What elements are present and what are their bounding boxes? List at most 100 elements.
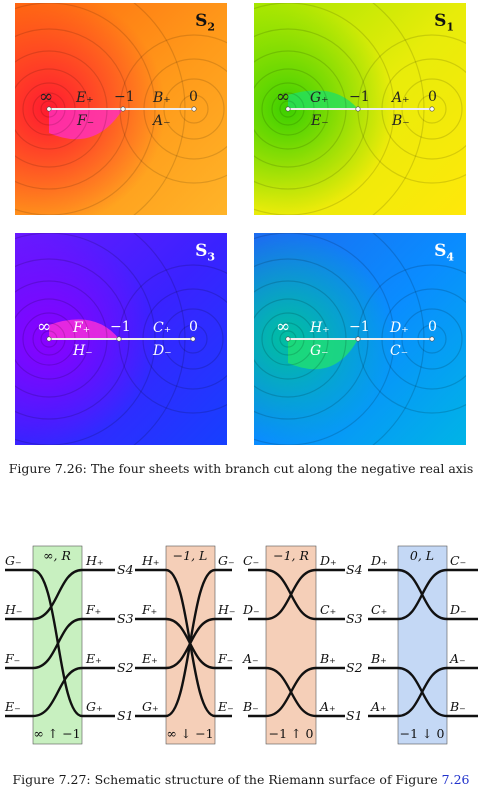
c2-left-2: E₊ [141, 651, 158, 666]
c2-right-2: F₋ [217, 651, 233, 666]
riemann-schematic-diagram: ∞, R ∞ ↑ −1 −1, L ∞ ↓ −1 −1, R −1 ↑ 0 0,… [4, 545, 478, 745]
s3-top-label-1: F₊ [73, 320, 91, 336]
c4-right-0: C₋ [450, 553, 466, 568]
s1-bottom-label-0: E₋ [311, 113, 329, 129]
c3-right-2: B₊ [319, 651, 336, 666]
strand-col3-b [248, 568, 345, 621]
sheet-label-s4-left: S4 [117, 562, 134, 577]
sheet-s2-svg [15, 3, 227, 215]
sheet-s2-plot: S2 ∞ E₊ −1 B₊ 0 F₋ A₋ [15, 3, 227, 215]
sheet-label-s2-right: S2 [346, 660, 363, 675]
strand-col4-d [368, 666, 478, 718]
c3-left-2: A₋ [242, 651, 259, 666]
c4-left-0: D₊ [370, 553, 388, 568]
c1-left-2: F₋ [4, 651, 20, 666]
c3-left-0: C₋ [243, 553, 259, 568]
s2-zero-label: 0 [189, 89, 198, 105]
figure-7-27-caption-text: Figure 7.27: Schematic structure of the … [12, 772, 438, 787]
s2-bottom-label-0: F₋ [77, 113, 95, 129]
s4-minus-one-label: −1 [349, 319, 370, 335]
s2-bottom-label-1: A₋ [153, 113, 171, 129]
band-col3-top: −1, R [273, 548, 309, 563]
c4-left-2: B₊ [370, 651, 387, 666]
s1-bottom-label-1: B₋ [392, 113, 410, 129]
c2-left-0: H₊ [141, 553, 160, 568]
sheet-s3-svg [15, 233, 227, 445]
s1-top-label-1: G₊ [310, 90, 329, 106]
c2-left-1: F₊ [141, 602, 157, 617]
sheet-s3-title: S3 [195, 241, 215, 264]
strand-col1-c [5, 617, 115, 670]
c3-right-3: A₊ [319, 699, 336, 714]
band-col4 [397, 545, 448, 745]
c4-left-3: A₊ [370, 699, 387, 714]
c3-right-1: C₊ [320, 602, 336, 617]
c3-left-1: D₋ [242, 602, 260, 617]
sheet-label-s3-left: S3 [117, 611, 134, 626]
s4-top-label-1: H₊ [310, 320, 330, 336]
c4-left-1: C₊ [371, 602, 387, 617]
sheet-s1-plot: S1 ∞ G₊ −1 A₊ 0 E₋ B₋ [254, 3, 466, 215]
sheet-s4-title: S4 [434, 241, 454, 264]
s4-zero-label: 0 [428, 319, 437, 335]
s1-zero-label: 0 [428, 89, 437, 105]
s3-bottom-label-1: D₋ [153, 343, 172, 359]
c1-right-3: G₊ [86, 699, 103, 714]
band-col2-top: −1, L [173, 548, 208, 563]
c3-left-3: B₋ [242, 699, 259, 714]
sheet-label-s3-right: S3 [346, 611, 363, 626]
s1-minus-one-label: −1 [349, 89, 370, 105]
c4-right-1: D₋ [449, 602, 467, 617]
c2-right-0: G₋ [218, 553, 235, 568]
c4-right-2: A₋ [449, 651, 466, 666]
s3-bottom-label-0: H₋ [73, 343, 93, 359]
band-col4-top: 0, L [410, 548, 434, 563]
s2-top-label-1: E₊ [76, 90, 94, 106]
band-col1-top: ∞, R [43, 548, 71, 563]
sheet-s4-svg [254, 233, 466, 445]
c1-right-1: F₊ [85, 602, 101, 617]
strand-col2-d [135, 568, 232, 718]
s2-minus-one-label: −1 [114, 89, 135, 105]
s3-zero-label: 0 [189, 319, 198, 335]
s4-top-label-3: D₊ [390, 320, 409, 336]
s2-top-label-3: B₊ [153, 90, 171, 106]
sheet-label-s2-left: S2 [117, 660, 134, 675]
sheet-s4-plot: S4 ∞ H₊ −1 D₊ 0 G₋ C₋ [254, 233, 466, 445]
s3-top-label-3: C₊ [153, 320, 172, 336]
sheet-s2-title: S2 [195, 11, 215, 34]
band-col2-bottom: ∞ ↓ −1 [166, 726, 213, 741]
c3-right-0: D₊ [319, 553, 337, 568]
figure-7-27-caption: Figure 7.27: Schematic structure of the … [0, 772, 482, 787]
band-col3 [265, 545, 317, 745]
sheet-s1-title: S1 [434, 11, 454, 34]
sheet-s1-svg [254, 3, 466, 215]
s4-bottom-label-1: C₋ [390, 343, 409, 359]
s3-infinity-label: ∞ [37, 317, 52, 337]
s1-infinity-label: ∞ [276, 87, 291, 107]
c2-left-3: G₊ [142, 699, 159, 714]
c1-left-0: G₋ [5, 553, 22, 568]
c1-left-1: H₋ [4, 602, 23, 617]
band-col1-bottom: ∞ ↑ −1 [33, 726, 80, 741]
c1-left-3: E₋ [4, 699, 21, 714]
c2-right-3: E₋ [217, 699, 234, 714]
c4-right-3: B₋ [449, 699, 466, 714]
sheet-label-s4-right: S4 [346, 562, 363, 577]
c1-right-0: H₊ [85, 553, 104, 568]
c2-right-1: H₋ [217, 602, 236, 617]
band-col3-bottom: −1 ↑ 0 [269, 726, 314, 741]
strand-col1-b [5, 568, 115, 621]
c1-right-2: E₊ [85, 651, 102, 666]
figure-7-26-reference-link[interactable]: 7.26 [441, 772, 470, 787]
s3-minus-one-label: −1 [110, 319, 131, 335]
sheet-label-s1-left: S1 [117, 708, 134, 723]
strand-col4-b [368, 568, 478, 621]
strand-col1-d [5, 666, 115, 718]
figure-7-26-caption: Figure 7.26: The four sheets with branch… [8, 461, 474, 476]
s1-top-label-3: A₊ [392, 90, 410, 106]
sheet-label-s1-right: S1 [346, 708, 363, 723]
s4-bottom-label-0: G₋ [310, 343, 329, 359]
strand-col3-d [248, 666, 345, 718]
sheet-s3-plot: S3 ∞ F₊ −1 C₊ 0 H₋ D₋ [15, 233, 227, 445]
